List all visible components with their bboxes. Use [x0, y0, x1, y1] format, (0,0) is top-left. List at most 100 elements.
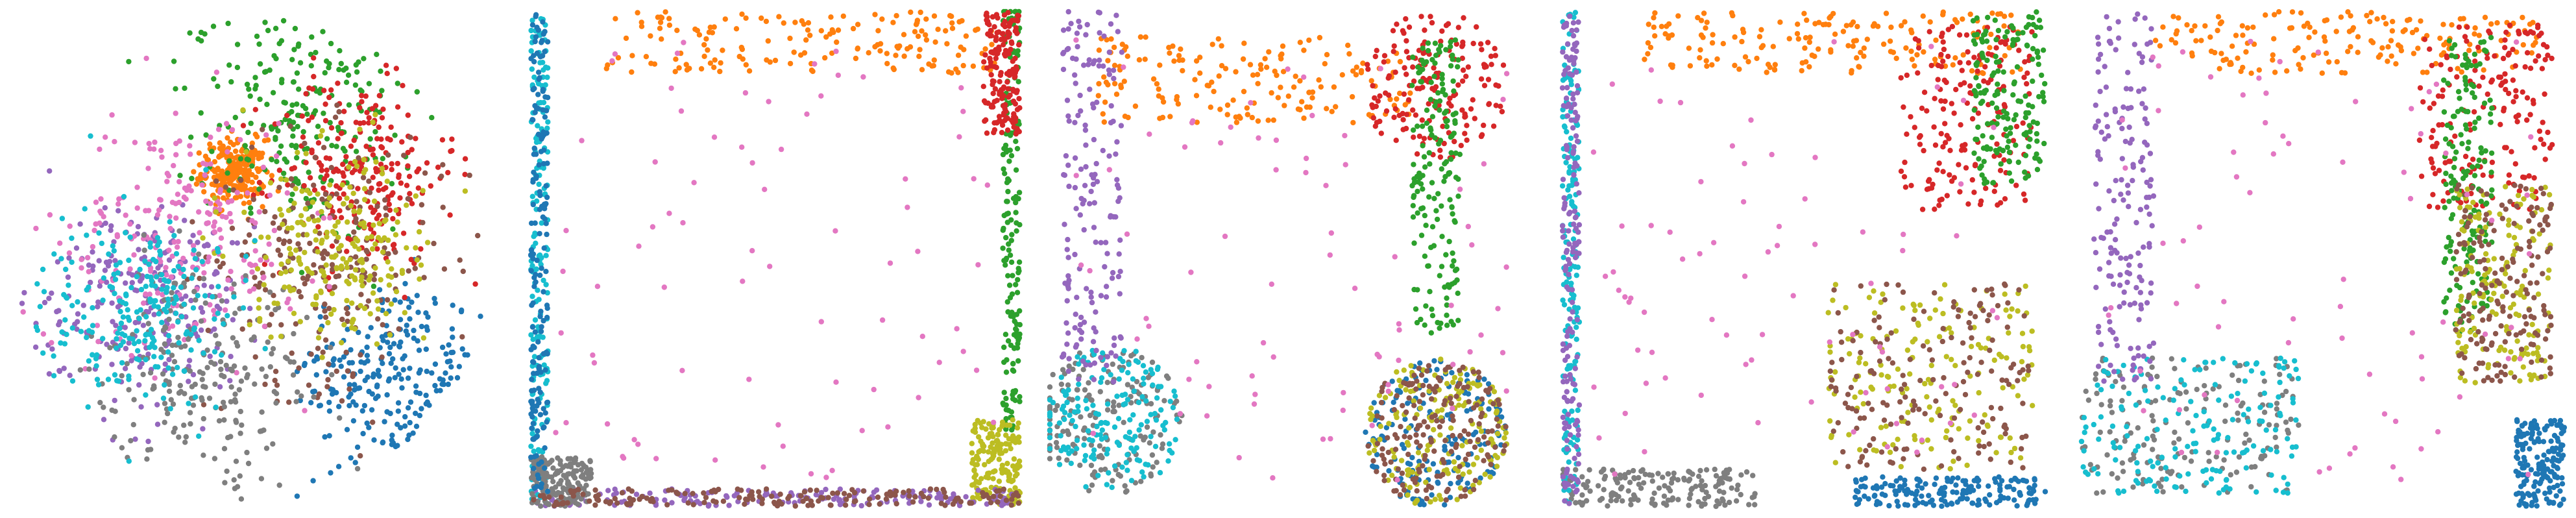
point-purple [234, 240, 240, 246]
point-pink [804, 111, 810, 117]
point-blue [402, 423, 408, 429]
point-green [1432, 40, 1439, 46]
point-green [352, 82, 359, 88]
point-brown [1481, 434, 1487, 440]
point-olive [344, 195, 350, 201]
point-cyan [175, 264, 181, 269]
point-red [380, 106, 386, 112]
point-gray [218, 366, 224, 373]
point-gray [204, 365, 210, 371]
point-orange [916, 53, 922, 60]
point-brown [619, 490, 626, 496]
point-brown [893, 500, 899, 507]
point-gray [171, 359, 178, 365]
point-blue [541, 289, 546, 295]
point-brown [759, 496, 766, 502]
point-red [335, 136, 341, 142]
point-olive [972, 425, 978, 432]
point-red [1009, 71, 1015, 77]
point-orange [705, 47, 711, 53]
point-olive [978, 438, 984, 445]
point-cyan [100, 336, 106, 341]
point-olive [291, 201, 297, 206]
point-gray [107, 345, 113, 351]
point-green [209, 149, 215, 154]
point-pink [173, 110, 178, 116]
point-olive [1501, 435, 1507, 441]
point-pink [680, 220, 686, 226]
point-olive [978, 476, 984, 482]
point-red [306, 117, 311, 123]
point-green [289, 56, 295, 63]
point-brown [1447, 395, 1453, 401]
point-brown [1457, 380, 1463, 387]
point-orange [717, 68, 723, 75]
point-red [399, 139, 405, 145]
point-orange [215, 183, 221, 189]
point-brown [457, 257, 463, 263]
point-brown [834, 490, 841, 496]
point-green [1452, 219, 1458, 225]
point-gray [231, 477, 237, 483]
point-brown [592, 487, 598, 493]
point-cyan [142, 258, 148, 264]
point-green [291, 79, 297, 85]
point-blue [537, 75, 542, 81]
point-brown [1365, 443, 1371, 449]
point-brown [1470, 486, 1477, 493]
point-olive [356, 246, 362, 252]
point-cyan [215, 249, 221, 255]
point-orange [930, 63, 937, 69]
point-brown [332, 284, 337, 290]
point-purple [112, 397, 117, 404]
point-orange [711, 64, 717, 71]
point-cyan [51, 353, 56, 359]
point-orange [840, 13, 847, 19]
point-cyan [240, 305, 247, 311]
point-pink [223, 121, 230, 127]
point-blue [531, 388, 537, 393]
point-orange [1353, 72, 1359, 78]
point-blue [537, 189, 542, 195]
point-green [289, 142, 295, 149]
point-green [1448, 134, 1454, 140]
point-red [364, 110, 370, 116]
point-green [1001, 344, 1007, 351]
point-gray [212, 456, 218, 462]
point-cyan [86, 358, 92, 364]
point-orange [1241, 88, 1247, 95]
point-blue [360, 430, 366, 437]
point-pink [251, 286, 257, 292]
point-purple [47, 168, 53, 174]
point-pink [327, 215, 333, 221]
point-red [388, 124, 394, 130]
point-orange [1255, 118, 1261, 124]
point-cyan [164, 284, 170, 291]
point-blue [456, 364, 462, 369]
point-red [413, 136, 419, 142]
point-olive [374, 341, 380, 347]
point-green [284, 159, 290, 165]
point-brown [353, 216, 359, 221]
point-olive [972, 421, 978, 428]
point-purple [65, 274, 71, 280]
point-blue [395, 408, 401, 414]
point-red [428, 183, 433, 189]
point-orange [739, 11, 745, 17]
point-purple [105, 263, 112, 269]
point-blue [346, 360, 352, 366]
point-cyan [136, 315, 142, 321]
point-olive [383, 311, 389, 317]
point-gray [219, 298, 225, 304]
point-cyan [167, 406, 173, 412]
point-pink [818, 319, 825, 325]
point-orange [193, 181, 200, 187]
point-green [1415, 210, 1420, 216]
point-orange [254, 166, 260, 172]
point-brown [1401, 487, 1407, 493]
point-cyan [136, 357, 142, 363]
point-green [1014, 228, 1019, 234]
point-blue [459, 346, 465, 352]
point-red [993, 34, 999, 40]
point-red [398, 180, 404, 186]
